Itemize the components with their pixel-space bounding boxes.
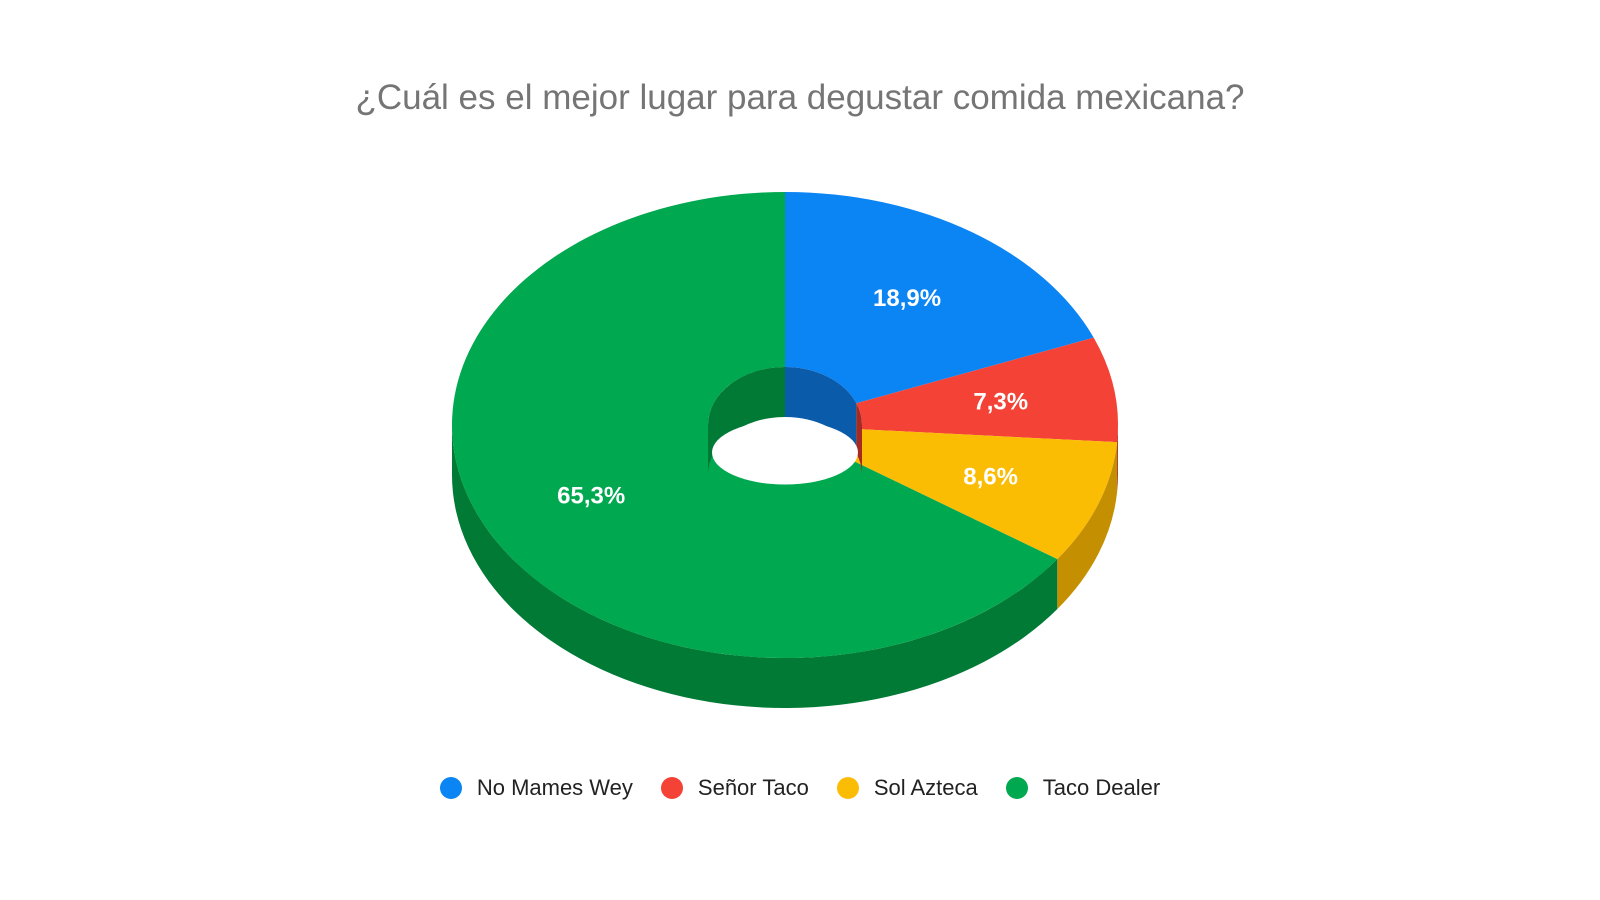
slice-taco-dealer: [452, 192, 1058, 658]
side-wall-senor-taco: [1117, 425, 1118, 493]
data-label-no-mames-wey: 18,9%: [873, 285, 941, 312]
chart-legend: No Mames Wey Señor Taco Sol Azteca Taco Dea…: [0, 775, 1600, 801]
slice-sol-azteca: [847, 429, 1118, 560]
slice-senor-taco: [856, 337, 1118, 443]
legend-item-no-mames-wey: No Mames Wey: [439, 775, 633, 801]
side-wall-sol-azteca: [1057, 442, 1118, 610]
hole-opening: [712, 420, 858, 485]
legend-label: Taco Dealer: [1042, 775, 1161, 800]
data-label-sol-azteca: 8,6%: [963, 464, 1018, 491]
legend-item-taco-dealer: Taco Dealer: [1005, 775, 1161, 801]
pie-data-labels: 18,9% 7,3% 8,6% 65,3%: [557, 285, 1028, 510]
legend-swatch: [439, 777, 462, 799]
data-label-senor-taco: 7,3%: [973, 388, 1028, 415]
legend-item-senor-taco: Señor Taco: [660, 775, 809, 801]
legend-swatch: [1005, 777, 1028, 799]
data-label-taco-dealer: 65,3%: [557, 483, 625, 510]
hole-wall-senor-taco: [856, 403, 862, 475]
side-wall-taco-dealer: [452, 425, 1058, 709]
chart-title: ¿Cuál es el mejor lugar para degustar co…: [355, 78, 1245, 117]
legend-item-sol-azteca: Sol Azteca: [836, 775, 978, 801]
legend-label: Señor Taco: [697, 775, 809, 800]
hole-wall-taco-dealer: [708, 367, 785, 475]
legend-swatch: [836, 777, 859, 799]
legend-swatch: [660, 777, 683, 799]
legend-label: Sol Azteca: [873, 775, 978, 800]
legend-label: No Mames Wey: [476, 775, 633, 800]
pie-side-walls: [452, 425, 1118, 709]
pie-top-faces: [452, 192, 1118, 658]
slice-no-mames-wey: [785, 192, 1094, 404]
pie-center-hole: [708, 367, 862, 485]
